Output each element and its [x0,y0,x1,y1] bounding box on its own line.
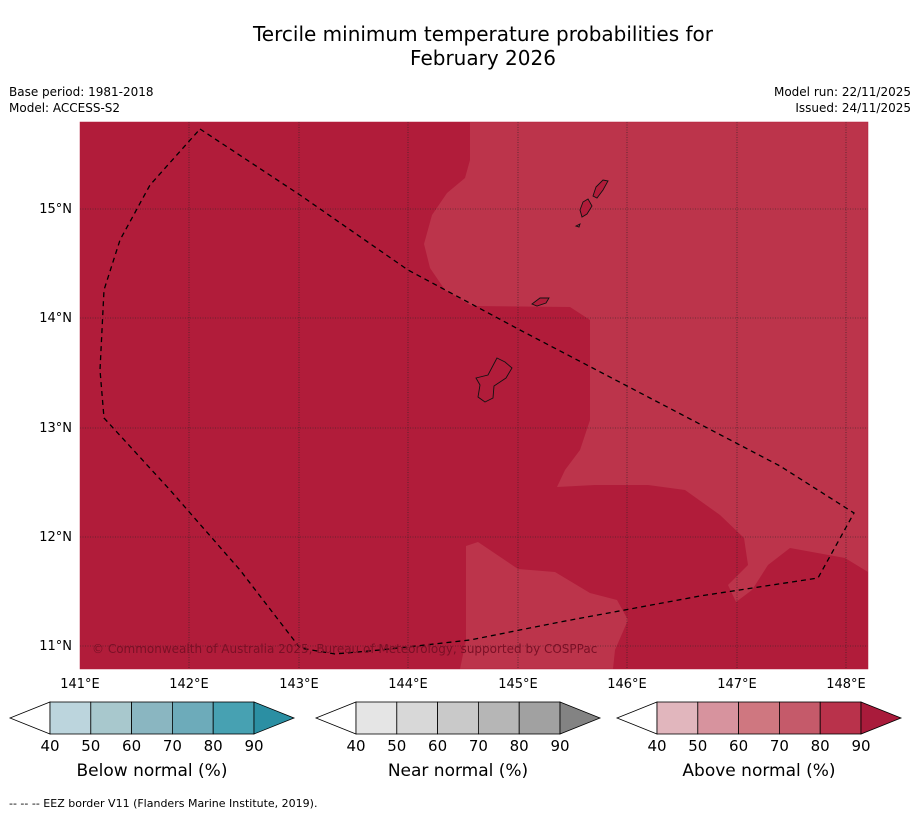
title-line-1: Tercile minimum temperature probabilitie… [252,22,714,46]
lon-label: 145°E [498,677,538,692]
colorbar-segment [697,701,739,735]
colorbar-tick-label: 50 [387,737,406,755]
map-region-light-south [460,542,628,669]
colorbar-segment [477,701,520,735]
colorbar-arrow-low [615,701,658,735]
lat-label: 13°N [39,421,72,436]
copyright-text: © Commonwealth of Australia 2025, Bureau… [92,642,597,656]
lon-label: 142°E [169,677,209,692]
lon-label: 143°E [279,677,319,692]
lon-labels: 141°E 142°E 143°E 144°E 145°E 146°E 147°… [60,677,866,692]
colorbar-tick-label: 40 [346,737,365,755]
colorbar-tick-label: 80 [510,737,529,755]
colorbar-arrow-high [253,701,296,735]
meta-right: Model run: 22/11/2025 Issued: 24/11/2025 [774,84,911,116]
colorbar-tick-label: 60 [428,737,447,755]
colorbars: 40 50 60 70 80 90 40 50 60 70 80 90 40 50 60 70 80 90 [8,701,903,755]
eez-border [99,128,855,655]
lon-label: 147°E [717,677,757,692]
model-name: Model: ACCESS-S2 [9,101,121,115]
title-line-2: February 2026 [410,46,556,70]
meta-left: Base period: 1981-2018 Model: ACCESS-S2 [9,84,154,116]
colorbar-arrow-high [860,701,903,735]
colorbar-tick-label: 70 [770,737,789,755]
chart-title: Tercile minimum temperature probabilitie… [0,22,919,70]
colorbar-tick-label: 90 [851,737,870,755]
issued-date: Issued: 24/11/2025 [795,101,911,115]
colorbar-tick-label: 40 [647,737,666,755]
colorbar-segment [396,701,438,735]
colorbar-segment [131,701,173,735]
colorbar-tick-label: 80 [204,737,223,755]
legend-label-above: Above normal (%) [682,761,836,781]
lat-label: 15°N [39,202,72,217]
islands [475,179,609,403]
legend-label-near: Near normal (%) [387,761,529,781]
lon-label: 141°E [60,677,100,692]
colorbar-segment [212,701,255,735]
colorbar-segment [355,701,398,735]
colorbar-tick-label: 90 [244,737,263,755]
footnote: -- -- -- EEZ border V11 (Flanders Marine… [9,797,318,810]
island-tinian [579,198,593,218]
lon-label: 146°E [607,677,647,692]
colorbar-arrow-low [8,701,51,735]
lat-label: 11°N [39,639,72,654]
model-run: Model run: 22/11/2025 [773,85,911,99]
island-aguijan [574,223,581,228]
colorbar-segment [90,701,133,735]
map-region-light-east [424,122,868,602]
colorbar-segment [779,701,821,735]
colorbar-tick-label: 60 [729,737,748,755]
gridlines [80,122,868,669]
colorbar-segment [49,701,92,735]
colorbar-segment [518,701,561,735]
colorbar-2: 40 50 60 70 80 90 [615,701,903,755]
island-rota [531,297,550,307]
colorbar-tick-label: 50 [81,737,100,755]
colorbar-tick-label: 80 [811,737,830,755]
lat-label: 12°N [39,530,72,545]
lon-label: 144°E [388,677,428,692]
base-period: Base period: 1981-2018 [9,85,154,99]
map-frame [79,121,869,670]
colorbar-arrow-low [314,701,357,735]
colorbar-segment [819,701,862,735]
island-saipan [592,179,609,199]
colorbar-0: 40 50 60 70 80 90 [8,701,296,755]
colorbar-tick-label: 50 [688,737,707,755]
lat-labels: 15°N 14°N 13°N 12°N 11°N [39,202,72,654]
colorbar-tick-label: 70 [469,737,488,755]
colorbar-segment [738,701,780,735]
legend-label-below: Below normal (%) [76,761,228,781]
colorbar-1: 40 50 60 70 80 90 [314,701,602,755]
colorbar-tick-label: 40 [40,737,59,755]
colorbar-segment [171,701,214,735]
lat-label: 14°N [39,311,72,326]
island-guam [475,357,513,403]
colorbar-arrow-high [559,701,602,735]
colorbar-tick-label: 60 [122,737,141,755]
lon-label: 148°E [826,677,866,692]
colorbar-segment [656,701,699,735]
colorbar-segment [437,701,479,735]
colorbar-tick-label: 70 [163,737,182,755]
colorbar-tick-label: 90 [550,737,569,755]
